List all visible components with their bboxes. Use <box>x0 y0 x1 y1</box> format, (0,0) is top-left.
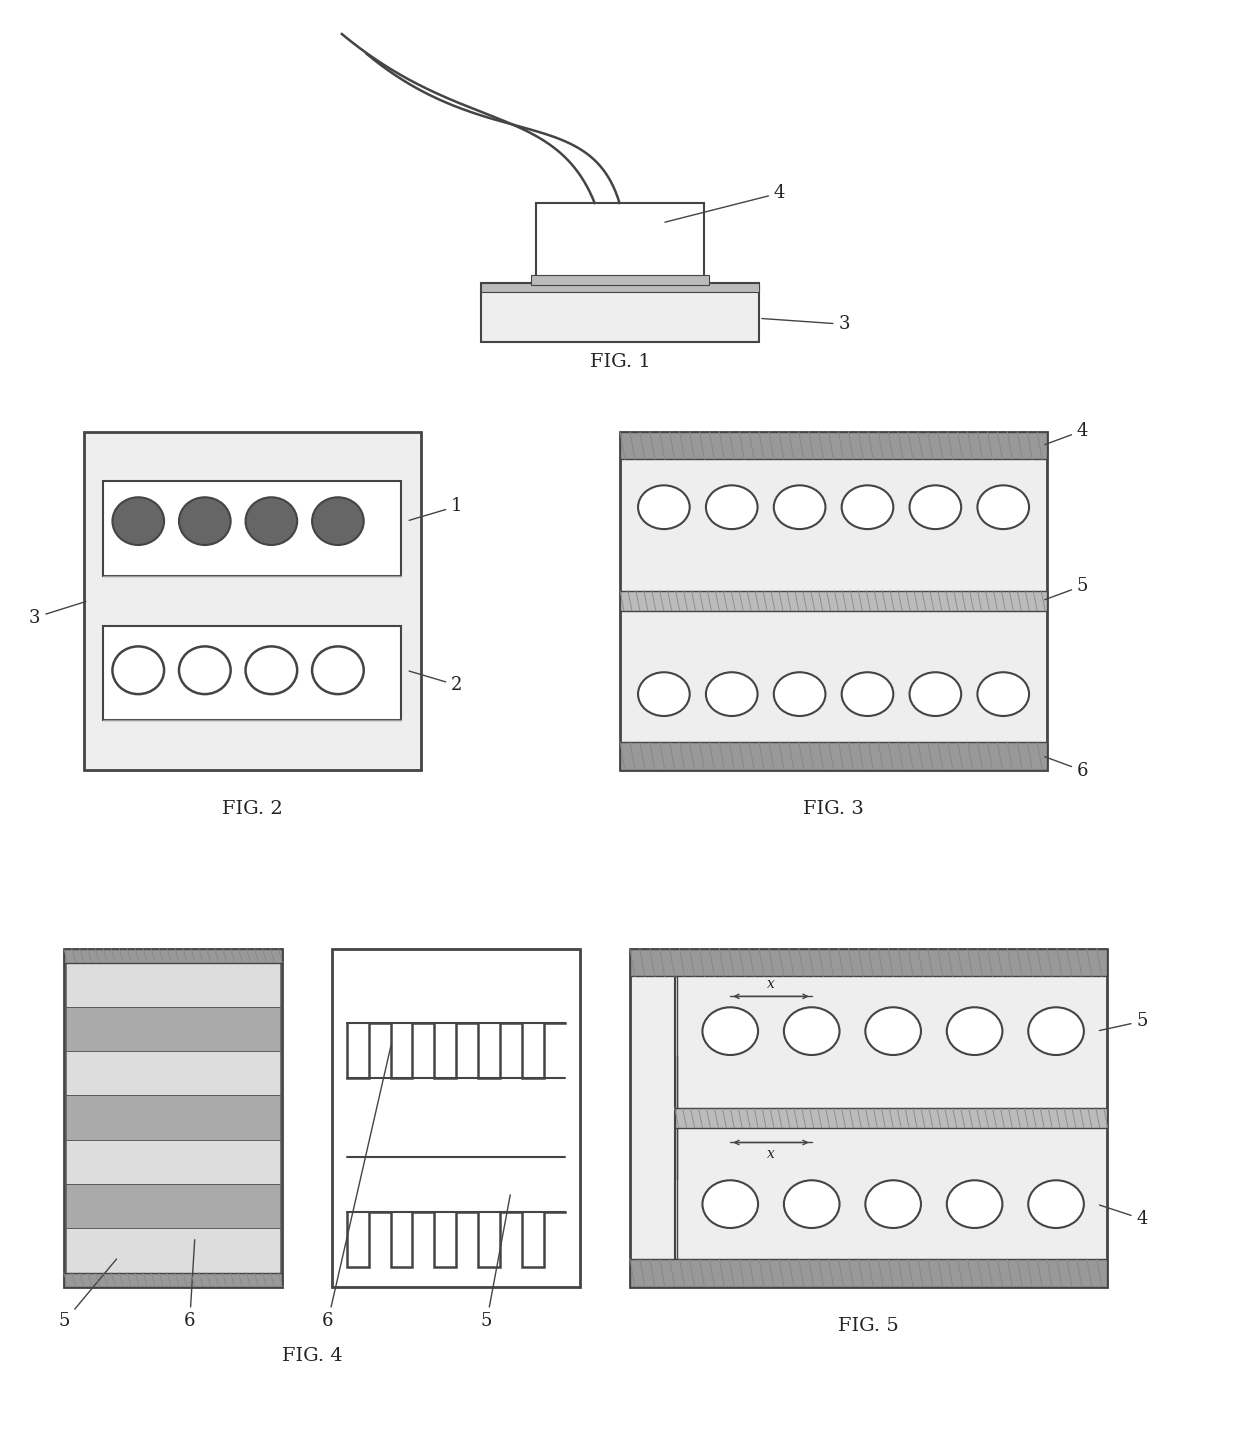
Ellipse shape <box>246 498 298 545</box>
Ellipse shape <box>706 485 758 529</box>
Bar <box>66 1007 280 1051</box>
Bar <box>481 283 759 342</box>
Bar <box>620 432 1047 769</box>
Text: 3: 3 <box>761 315 851 333</box>
Bar <box>66 1184 280 1228</box>
Ellipse shape <box>312 498 363 545</box>
Ellipse shape <box>866 1180 921 1228</box>
Ellipse shape <box>179 646 231 694</box>
Ellipse shape <box>179 498 231 545</box>
Text: 3: 3 <box>29 602 86 626</box>
Ellipse shape <box>784 1180 839 1228</box>
Text: 4: 4 <box>665 184 785 222</box>
Ellipse shape <box>246 646 298 694</box>
Ellipse shape <box>977 485 1029 529</box>
Ellipse shape <box>977 672 1029 716</box>
Ellipse shape <box>1028 1180 1084 1228</box>
Ellipse shape <box>784 1007 839 1055</box>
Text: 4: 4 <box>1045 422 1089 445</box>
Ellipse shape <box>639 485 689 529</box>
Bar <box>630 1258 1107 1287</box>
Bar <box>620 591 1047 611</box>
Text: 2: 2 <box>409 671 463 694</box>
Bar <box>63 1273 283 1287</box>
Ellipse shape <box>947 1180 1002 1228</box>
Ellipse shape <box>866 1007 921 1055</box>
Text: FIG. 5: FIG. 5 <box>838 1317 899 1336</box>
Text: 5: 5 <box>481 1195 510 1330</box>
Bar <box>63 948 283 1287</box>
Text: x: x <box>768 1147 775 1161</box>
Bar <box>620 742 1047 769</box>
Bar <box>103 625 402 719</box>
Bar <box>332 948 580 1287</box>
Text: 4: 4 <box>1100 1205 1148 1228</box>
Bar <box>536 203 704 283</box>
Bar <box>66 962 280 1007</box>
Bar <box>620 432 1047 459</box>
Ellipse shape <box>312 646 363 694</box>
Bar <box>66 1140 280 1184</box>
Ellipse shape <box>947 1007 1002 1055</box>
Bar <box>83 432 422 769</box>
Ellipse shape <box>774 672 826 716</box>
Bar <box>66 1228 280 1273</box>
Ellipse shape <box>842 485 893 529</box>
Ellipse shape <box>702 1180 758 1228</box>
Bar <box>675 1108 1107 1128</box>
Text: FIG. 4: FIG. 4 <box>281 1347 342 1366</box>
Ellipse shape <box>113 646 164 694</box>
Bar <box>63 948 283 962</box>
Text: 6: 6 <box>184 1240 196 1330</box>
Text: FIG. 2: FIG. 2 <box>222 801 283 818</box>
Text: 1: 1 <box>409 498 463 521</box>
Bar <box>630 948 1107 977</box>
Bar <box>531 275 709 285</box>
Bar <box>103 482 402 576</box>
Ellipse shape <box>910 672 961 716</box>
Ellipse shape <box>706 672 758 716</box>
Bar <box>630 948 1107 1287</box>
Ellipse shape <box>910 485 961 529</box>
Bar <box>481 283 759 293</box>
Ellipse shape <box>842 672 893 716</box>
Bar <box>66 1051 280 1095</box>
Ellipse shape <box>1028 1007 1084 1055</box>
Ellipse shape <box>639 672 689 716</box>
Text: 6: 6 <box>1045 756 1089 779</box>
Text: 5: 5 <box>58 1258 117 1330</box>
Ellipse shape <box>113 498 164 545</box>
Text: FIG. 3: FIG. 3 <box>804 801 864 818</box>
Text: FIG. 1: FIG. 1 <box>590 353 650 370</box>
Bar <box>66 1095 280 1140</box>
Text: 5: 5 <box>1100 1012 1148 1031</box>
Text: x: x <box>768 978 775 991</box>
Ellipse shape <box>774 485 826 529</box>
Ellipse shape <box>702 1007 758 1055</box>
Text: 5: 5 <box>1045 576 1089 599</box>
Text: 6: 6 <box>322 1045 391 1330</box>
